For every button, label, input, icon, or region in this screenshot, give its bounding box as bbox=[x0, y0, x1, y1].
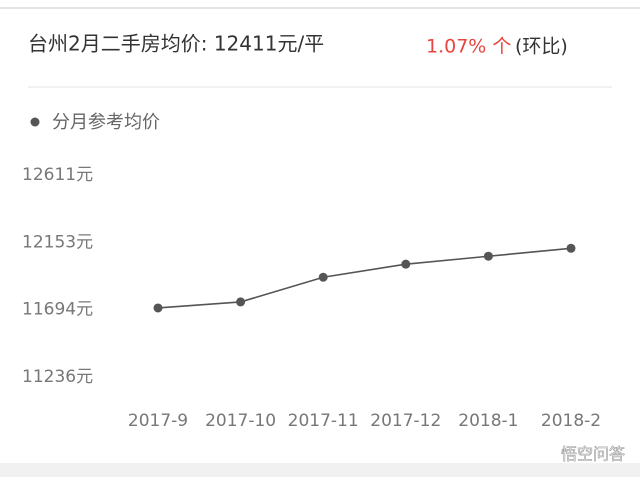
x-tick-label: 2017-9 bbox=[128, 411, 188, 431]
data-point bbox=[401, 259, 411, 269]
x-tick-label: 2017-12 bbox=[370, 411, 441, 431]
x-tick-label: 2017-10 bbox=[205, 411, 276, 431]
change-note: (环比) bbox=[515, 36, 568, 58]
y-tick-label: 12153元 bbox=[22, 232, 93, 252]
x-tick-label: 2017-11 bbox=[288, 411, 359, 431]
y-tick-label: 12611元 bbox=[22, 165, 93, 185]
title: 台州2月二手房均价: 12411元/平 bbox=[28, 32, 324, 56]
data-point bbox=[566, 243, 576, 253]
data-point bbox=[153, 303, 163, 313]
data-point bbox=[483, 251, 493, 261]
series-line bbox=[157, 247, 572, 309]
data-point bbox=[318, 272, 328, 282]
legend-label: 分月参考均价 bbox=[52, 112, 160, 133]
y-tick-label: 11236元 bbox=[22, 367, 93, 387]
x-tick-label: 2018-2 bbox=[541, 411, 601, 431]
change: 1.07% 个 bbox=[426, 36, 511, 58]
watermark: 悟空问答 bbox=[561, 445, 625, 464]
bottom-bar bbox=[0, 463, 640, 477]
y-tick-label: 11694元 bbox=[22, 300, 93, 320]
legend-marker bbox=[30, 117, 40, 127]
data-point bbox=[236, 297, 246, 307]
x-tick-label: 2018-1 bbox=[458, 411, 518, 431]
